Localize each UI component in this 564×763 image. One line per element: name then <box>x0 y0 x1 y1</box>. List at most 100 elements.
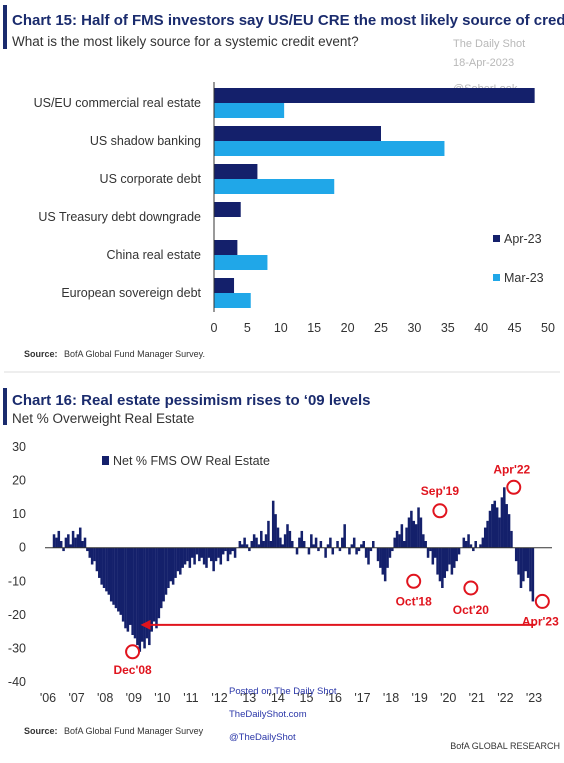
chart15-bar <box>214 278 235 293</box>
watermark-date: 18-Apr-2023 <box>453 57 514 69</box>
chart16-bar <box>95 547 99 572</box>
chart16-bar <box>81 541 84 548</box>
chart16-bar <box>336 541 339 548</box>
chart16-bar <box>186 547 189 562</box>
chart16-bar <box>257 544 261 548</box>
chart16-bar <box>417 507 420 548</box>
chart16-bar <box>364 547 368 558</box>
chart16-bar <box>302 541 306 548</box>
chart16-y-tick: 10 <box>12 507 26 521</box>
chart16-bar <box>195 547 199 555</box>
chart16-bar <box>500 497 504 548</box>
chart16-bar <box>105 547 108 592</box>
watermark-site: TheDailyShot.com <box>229 709 307 720</box>
chart16-bar <box>398 534 401 548</box>
chart16-x-tick: '23 <box>526 691 542 705</box>
chart16-bar <box>436 547 439 575</box>
chart16-bar <box>376 547 380 562</box>
chart16-bar <box>486 520 489 548</box>
chart16-bar <box>283 534 287 548</box>
chart16-bar <box>350 544 354 548</box>
chart15-bar <box>214 164 258 179</box>
chart15-bar <box>214 240 238 255</box>
chart15-bar <box>214 126 381 141</box>
chart15-source: Source: BofA Global Fund Manager Survey. <box>24 349 205 359</box>
chart16-bar <box>276 527 280 548</box>
chart16-bar <box>402 541 406 548</box>
chart16-bar <box>467 534 470 548</box>
chart16-x-tick: '10 <box>154 691 170 705</box>
chart16-bar <box>526 547 530 578</box>
chart16-bar <box>202 547 206 565</box>
chart16-bar <box>431 547 435 565</box>
chart16-bar <box>117 547 120 612</box>
chart16-bar <box>519 547 523 588</box>
chart16-bar <box>295 547 299 555</box>
chart16-bar <box>372 541 375 548</box>
chart16-source: Source: BofA Global Fund Manager Survey <box>24 726 204 736</box>
chart16-bar <box>326 544 330 548</box>
chart16-bar <box>83 537 87 548</box>
chart16-bar <box>162 547 165 602</box>
chart16-bar <box>69 544 72 548</box>
chart16-bar <box>229 547 232 555</box>
chart15-category-label: US/EU commercial real estate <box>34 96 201 110</box>
chart15-title-accent <box>3 5 7 49</box>
chart16-bar <box>388 547 392 558</box>
chart16-bar <box>369 547 373 552</box>
chart15-plot: US/EU commercial real estate US shadow ba… <box>34 82 555 335</box>
chart16-bar <box>341 537 344 548</box>
chart16-y-tick: -20 <box>8 608 26 622</box>
chart16-bar <box>312 544 315 548</box>
chart16-bar <box>210 547 213 562</box>
chart16-bar <box>252 534 256 548</box>
chart16-source-label: Source: <box>24 726 58 736</box>
chart16-bar <box>198 547 201 562</box>
chart16-bar <box>55 537 58 548</box>
chart16-bar <box>481 537 485 548</box>
chart15-x-tick: 50 <box>541 321 555 335</box>
chart16-bar <box>524 547 528 572</box>
chart16-bar <box>288 530 292 548</box>
chart16-bar <box>219 547 223 565</box>
chart16-bar <box>114 547 118 609</box>
chart16-bar <box>522 547 525 582</box>
chart16-bar <box>214 547 218 562</box>
chart16-bar <box>217 547 220 558</box>
chart16-bar <box>243 537 246 548</box>
chart16-bar <box>393 537 396 548</box>
chart15-category-label: US Treasury debt downgrade <box>38 210 201 224</box>
chart16-bar <box>488 510 492 548</box>
chart16-bar <box>98 547 101 578</box>
chart16-bar <box>395 530 399 548</box>
chart16-bar <box>143 547 146 649</box>
chart15-title: Chart 15: Half of FMS investors say US/E… <box>12 12 564 29</box>
watermark-title: The Daily Shot <box>453 38 525 50</box>
chart16-bar <box>164 547 168 595</box>
chart15-bar <box>214 293 251 308</box>
chart16-bar <box>169 547 173 582</box>
chart16-bar <box>291 541 294 548</box>
chart15-legend-label: Apr-23 <box>504 232 542 246</box>
chart16-bar <box>462 537 466 548</box>
chart16-bar <box>362 541 366 548</box>
chart16-bar <box>148 547 151 646</box>
chart16-x-tick: '22 <box>497 691 513 705</box>
chart16-bar <box>207 547 211 558</box>
chart16-annotation-circle <box>534 593 550 609</box>
chart16-bar <box>400 524 404 548</box>
chart16-bar <box>250 541 254 548</box>
chart15-category-label: US corporate debt <box>100 172 202 186</box>
chart16-annotation-label: Oct'18 <box>396 594 433 608</box>
chart15-category-label: China real estate <box>106 248 201 262</box>
chart16-bar <box>167 547 170 588</box>
chart16-x-tick: '08 <box>97 691 113 705</box>
chart16-y-tick: -30 <box>8 641 26 655</box>
chart16-bar <box>264 534 268 548</box>
chart16-y-tick: -10 <box>8 574 26 588</box>
chart16-bar <box>179 547 182 575</box>
chart16-source-text: BofA Global Fund Manager Survey <box>64 726 204 736</box>
chart16-annotation-label: Apr'22 <box>493 462 530 476</box>
chart16-bar <box>464 541 468 548</box>
chart16-bar <box>155 547 158 629</box>
